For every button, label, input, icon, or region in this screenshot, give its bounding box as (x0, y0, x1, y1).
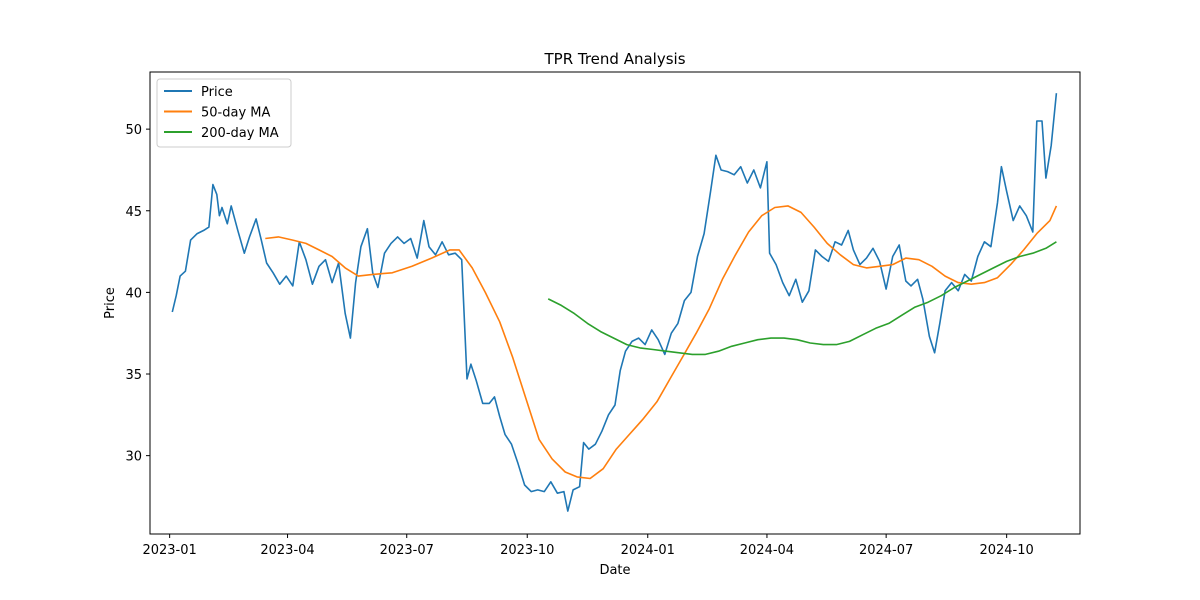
x-axis: 2023-01 2023-04 2023-07 2023-10 2024-01 2024-… (142, 534, 1034, 558)
y-axis: 30 35 40 45 50 (125, 123, 150, 465)
series-layer (171, 93, 1058, 512)
y-axis-title: Price (103, 287, 118, 319)
x-tick-label: 2024-01 (621, 543, 675, 558)
y-tick-label: 35 (125, 368, 142, 383)
x-tick-label: 2023-04 (260, 543, 314, 558)
plot-frame (149, 71, 1081, 535)
x-tick-label: 2023-10 (500, 543, 554, 558)
y-tick-label: 50 (125, 123, 142, 138)
legend-label-2: 200-day MA (201, 126, 279, 141)
y-tick-label: 30 (125, 450, 142, 465)
x-tick-label: 2024-07 (859, 543, 913, 558)
x-tick-label: 2023-07 (380, 543, 434, 558)
y-tick-label: 40 (125, 286, 142, 301)
legend-label-1: 50-day MA (201, 106, 270, 121)
series-line-1 (265, 205, 1058, 480)
y-tick-label: 45 (125, 205, 142, 220)
series-line-0 (171, 93, 1058, 512)
series-line-2 (547, 241, 1057, 356)
legend: Price 50-day MA 200-day MA (156, 78, 292, 148)
x-axis-title: Date (599, 563, 630, 578)
x-tick-label: 2023-01 (142, 543, 196, 558)
legend-box (156, 78, 292, 148)
x-tick-label: 2024-04 (740, 543, 794, 558)
chart-title: TPR Trend Analysis (543, 50, 685, 68)
x-tick-label: 2024-10 (979, 543, 1033, 558)
legend-label-0: Price (201, 85, 233, 100)
